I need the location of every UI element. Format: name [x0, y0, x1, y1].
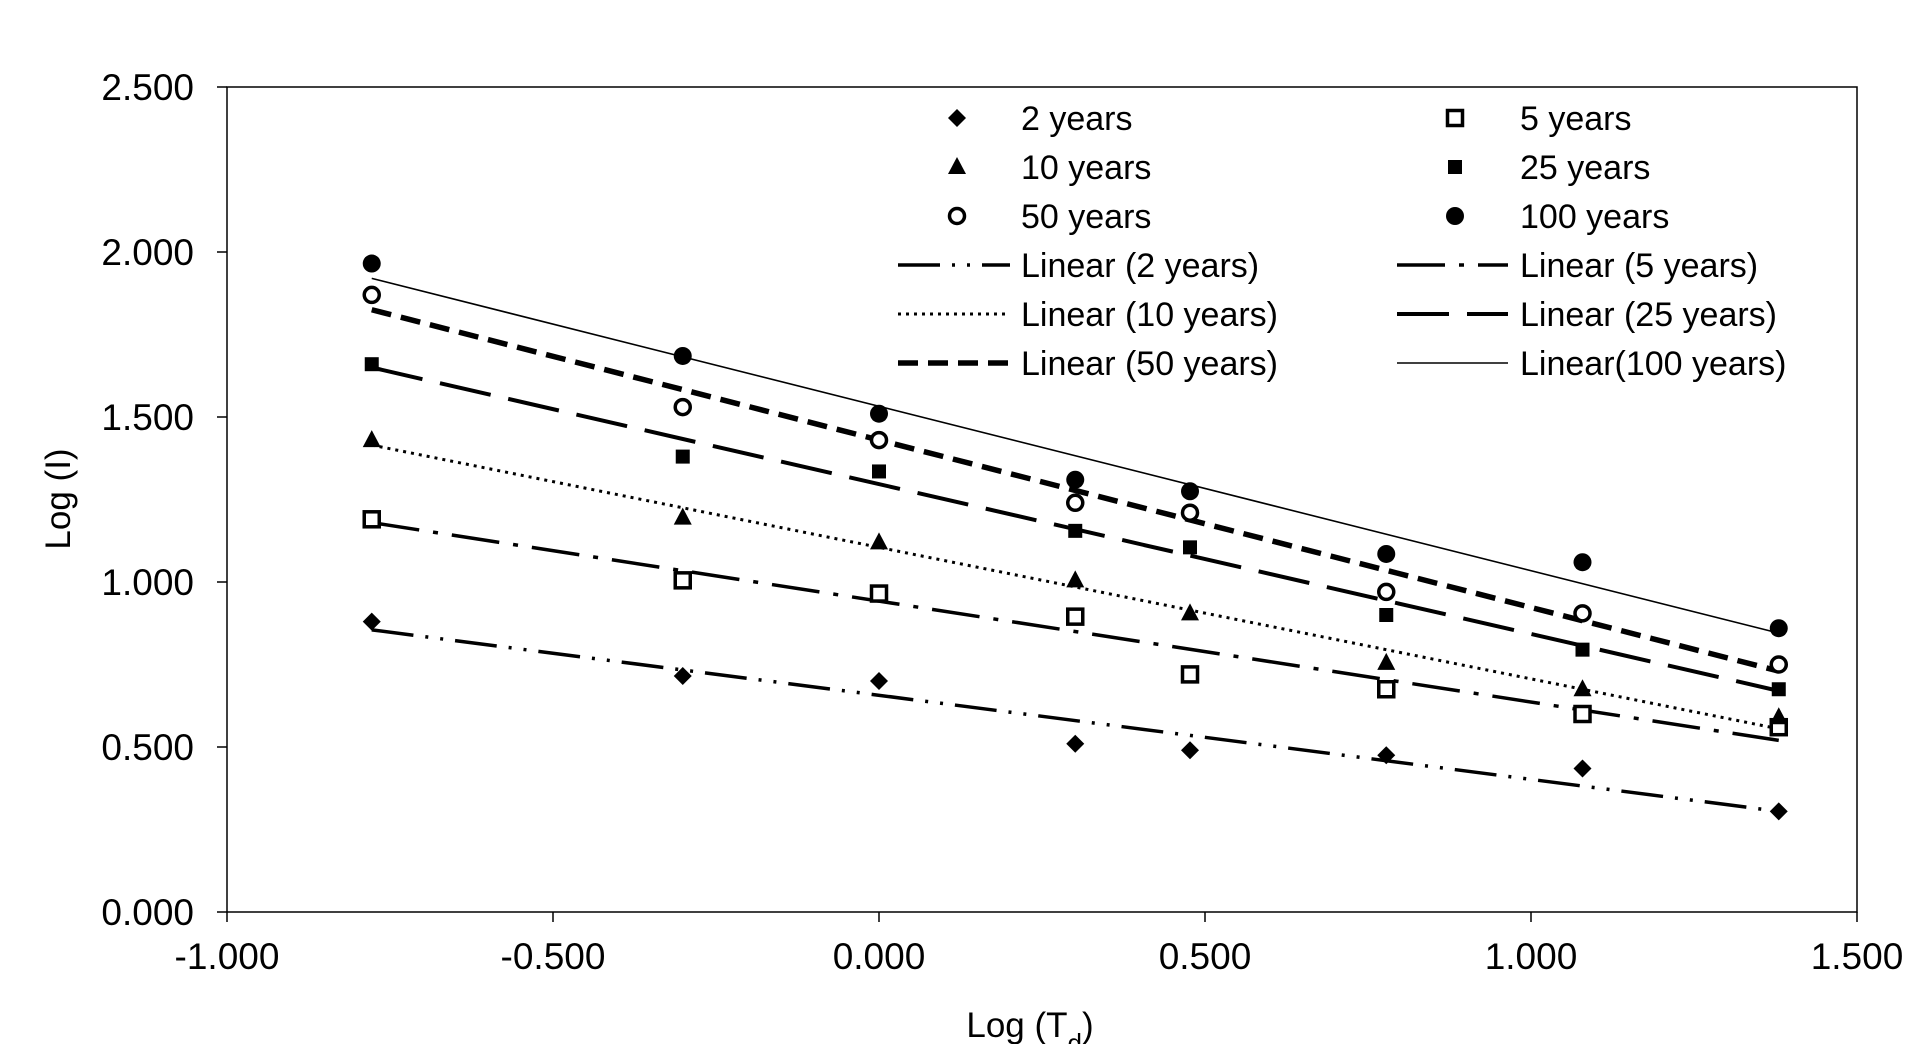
x-axis-label: Log (Td): [966, 1006, 1093, 1044]
x-tick-label: -1.000: [175, 936, 280, 977]
x-tick-label: 0.500: [1159, 936, 1252, 977]
point-25-years: [364, 357, 379, 372]
point-50-years: [1066, 493, 1085, 513]
legend-trend-label-25-years: Linear (25 years): [1520, 296, 1777, 334]
legend-marker-10-years: [948, 157, 966, 174]
point-10-years: [673, 507, 692, 525]
y-tick-label: 1.500: [101, 397, 194, 438]
x-tick-label: 1.000: [1485, 936, 1578, 977]
y-tick-label: 1.000: [101, 562, 194, 603]
point-5-years: [1573, 704, 1592, 724]
legend-label-5-years: 5 years: [1520, 100, 1632, 138]
point-5-years: [869, 584, 889, 603]
legend-marker-50-years: [947, 206, 967, 226]
point-100-years: [1769, 619, 1788, 638]
y-axis-label: Log (I): [39, 448, 78, 549]
point-2-years: [673, 667, 692, 686]
point-25-years: [1771, 682, 1786, 697]
point-5-years: [1377, 680, 1396, 699]
legend-trend-label-10-years: Linear (10 years): [1021, 296, 1278, 334]
x-tick-label: -0.500: [501, 936, 606, 977]
legend-label-100-years: 100 years: [1520, 198, 1669, 236]
point-10-years: [870, 532, 888, 550]
point-25-years: [675, 449, 690, 464]
trendline-5-years: [371, 520, 1780, 743]
point-2-years: [870, 672, 888, 690]
x-tick-label: 1.500: [1811, 936, 1904, 977]
point-25-years: [1068, 523, 1083, 538]
legend-trend-label-2-years: Linear (2 years): [1021, 247, 1259, 285]
point-10-years: [362, 430, 381, 448]
point-2-years: [1181, 741, 1200, 760]
point-50-years: [1769, 655, 1789, 674]
point-10-years: [1573, 679, 1592, 697]
point-2-years: [1377, 746, 1396, 765]
y-tick-label: 0.500: [101, 727, 194, 768]
point-2-years: [362, 612, 381, 631]
legend-label-2-years: 2 years: [1021, 100, 1133, 138]
point-25-years: [872, 464, 886, 479]
point-2-years: [1769, 802, 1788, 821]
point-50-years: [1573, 604, 1592, 623]
legend-trend-label-100-years: Linear(100 years): [1520, 345, 1786, 383]
legend-marker-2-years: [948, 109, 966, 127]
point-50-years: [673, 397, 692, 417]
legend-label-10-years: 10 years: [1021, 149, 1151, 187]
point-5-years: [362, 510, 381, 529]
point-5-years: [1180, 665, 1200, 684]
point-25-years: [1575, 642, 1590, 657]
point-100-years: [362, 254, 381, 273]
legend: 2 years 5 years 10 years 25 years 50 years 10…: [898, 100, 1786, 383]
legend-marker-100-years: [1446, 207, 1464, 225]
x-tick-label: 0.000: [833, 936, 926, 977]
legend-trend-label-50-years: Linear (50 years): [1021, 345, 1278, 383]
y-tick-label: 0.000: [101, 892, 194, 933]
point-100-years: [1573, 553, 1592, 572]
point-100-years: [1066, 470, 1085, 489]
point-25-years: [1379, 608, 1394, 622]
point-2-years: [1573, 759, 1592, 778]
point-50-years: [869, 430, 889, 450]
y-tick-label: 2.500: [101, 67, 194, 108]
data-markers: [362, 254, 1789, 821]
point-50-years: [1377, 582, 1396, 602]
legend-label-50-years: 50 years: [1021, 198, 1151, 236]
point-5-years: [1066, 607, 1085, 626]
point-100-years: [870, 404, 888, 423]
trendline-100-years: [371, 277, 1779, 634]
point-50-years: [1180, 503, 1200, 522]
trendline-50-years: [371, 307, 1780, 674]
legend-marker-25-years: [1448, 160, 1462, 174]
point-50-years: [362, 285, 381, 305]
point-100-years: [1181, 482, 1200, 501]
y-tick-label: 2.000: [101, 232, 194, 273]
point-10-years: [1377, 652, 1396, 670]
point-2-years: [1066, 734, 1085, 753]
trendline-2-years: [371, 628, 1779, 814]
legend-marker-5-years: [1445, 108, 1465, 128]
point-5-years: [673, 571, 692, 590]
axes: -1.000 -0.500 0.000 0.500 1.000 1.500 0.000 0.5…: [101, 67, 1903, 977]
legend-label-25-years: 25 years: [1520, 149, 1650, 187]
point-100-years: [673, 346, 692, 365]
legend-trend-label-5-years: Linear (5 years): [1520, 247, 1758, 285]
point-25-years: [1183, 540, 1198, 555]
point-10-years: [1181, 603, 1200, 621]
point-10-years: [1769, 707, 1788, 725]
point-100-years: [1377, 544, 1396, 563]
point-10-years: [1066, 570, 1085, 588]
